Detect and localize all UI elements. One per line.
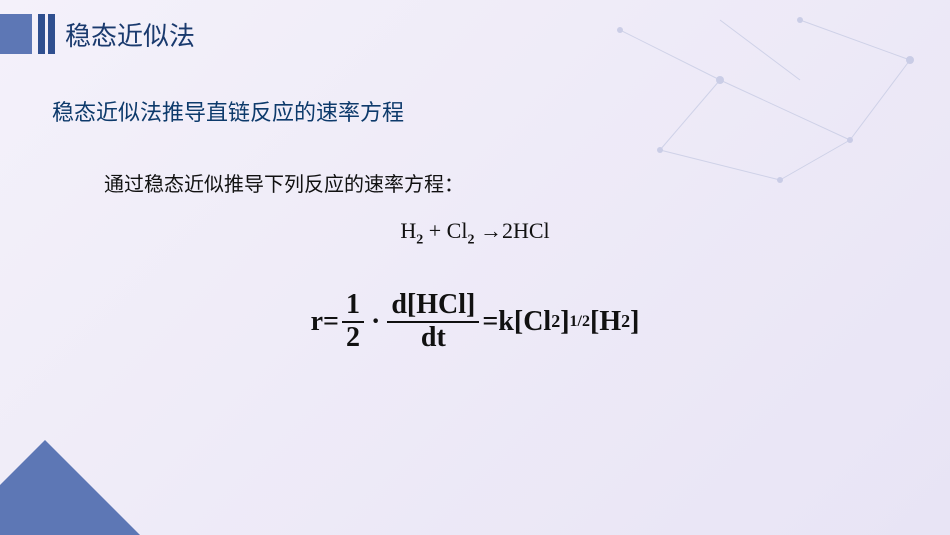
frac2-num: d[HCl]	[387, 290, 479, 323]
frac1-num: 1	[342, 290, 364, 323]
bracket-open-2: [	[590, 306, 599, 338]
intro-text: 通过稳态近似推导下列反应的速率方程：	[104, 168, 464, 197]
background-network-decoration	[600, 0, 950, 200]
species-h: H	[599, 306, 621, 338]
chemical-reaction: H2 + Cl2 →2HCl	[0, 218, 950, 248]
product: HCl	[513, 218, 550, 243]
reaction-arrow: →	[474, 218, 502, 243]
frac1-den: 2	[342, 323, 364, 354]
rate-r: r	[311, 306, 323, 338]
cl-sub: 2	[551, 311, 560, 332]
corner-triangle-decoration	[0, 440, 140, 535]
rate-constant-k: k	[498, 306, 514, 338]
reactant-1: H	[400, 218, 416, 243]
plus-sign: +	[423, 218, 446, 243]
multiply-dot: ·	[371, 306, 380, 338]
rate-equation: r = 1 2 · d[HCl] dt = k[Cl2]1/2[H2]	[0, 290, 950, 354]
fraction-half: 1 2	[342, 290, 364, 354]
bracket-open-1: [	[514, 306, 523, 338]
equals-2: =	[482, 306, 498, 338]
fraction-derivative: d[HCl] dt	[387, 290, 479, 354]
equals-1: =	[323, 306, 339, 338]
bracket-close-1: ]	[560, 306, 569, 338]
header-accent-stripes	[38, 14, 55, 54]
header-bar	[0, 14, 32, 54]
reactant-2: Cl	[447, 218, 468, 243]
section-subtitle: 稳态近似法推导直链反应的速率方程	[52, 95, 404, 127]
species-cl: Cl	[523, 306, 551, 338]
h-sub: 2	[621, 311, 630, 332]
frac2-den: dt	[417, 323, 450, 354]
slide-header: 稳态近似法	[0, 14, 195, 54]
product-coeff: 2	[502, 218, 513, 243]
page-title: 稳态近似法	[65, 16, 195, 53]
exponent-half: 1/2	[570, 313, 590, 331]
bracket-close-2: ]	[630, 306, 639, 338]
